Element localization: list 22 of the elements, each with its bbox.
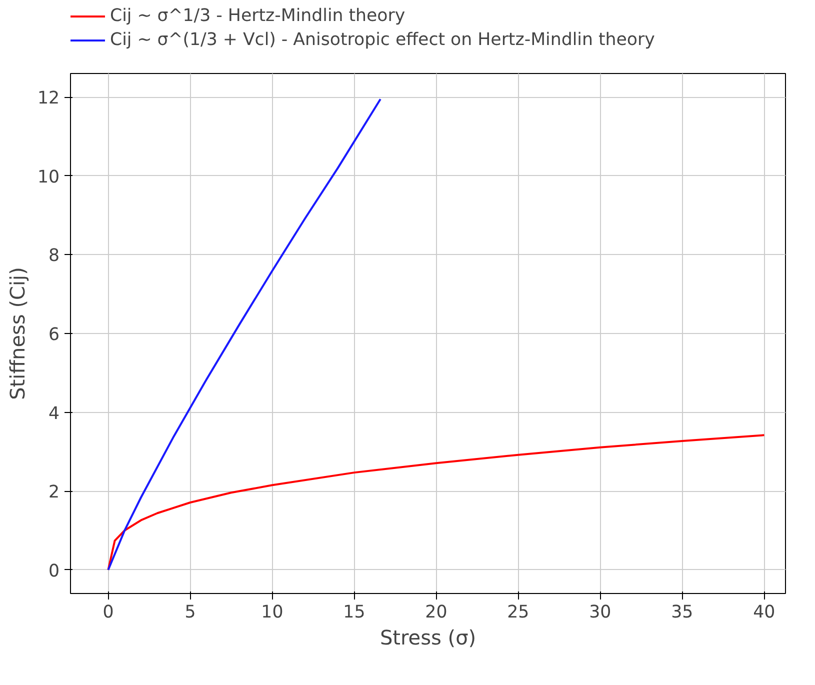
y-tick-label: 12 — [37, 88, 60, 109]
x-tick-label: 35 — [671, 602, 694, 622]
y-tick-label: 10 — [37, 167, 60, 188]
y-axis-title: Stiffness (Cij) — [5, 267, 30, 400]
y-tick-label: 2 — [48, 482, 60, 503]
x-tick-label: 40 — [753, 602, 776, 622]
legend-label: Cij ~ σ^(1/3 + Vcl) - Anisotropic effect on Hertz-Mindlin theory — [110, 30, 655, 50]
y-tick-label: 6 — [48, 325, 60, 345]
x-tick-label: 0 — [102, 602, 114, 622]
y-tick-label: 0 — [48, 561, 60, 582]
x-tick-label: 5 — [184, 602, 196, 622]
line-series — [107, 434, 766, 571]
x-tick-label: 10 — [261, 602, 284, 622]
y-tick-label: 4 — [48, 404, 60, 424]
x-tick-label: 30 — [589, 602, 612, 622]
x-tick-label: 20 — [425, 602, 448, 622]
x-axis-title: Stress (σ) — [380, 626, 476, 650]
legend-label: Cij ~ σ^1/3 - Hertz-Mindlin theory — [110, 6, 406, 26]
x-tick-label: 25 — [507, 602, 530, 622]
y-tick-label: 8 — [48, 246, 60, 266]
line-series — [107, 98, 382, 571]
x-tick-label: 15 — [343, 602, 366, 622]
